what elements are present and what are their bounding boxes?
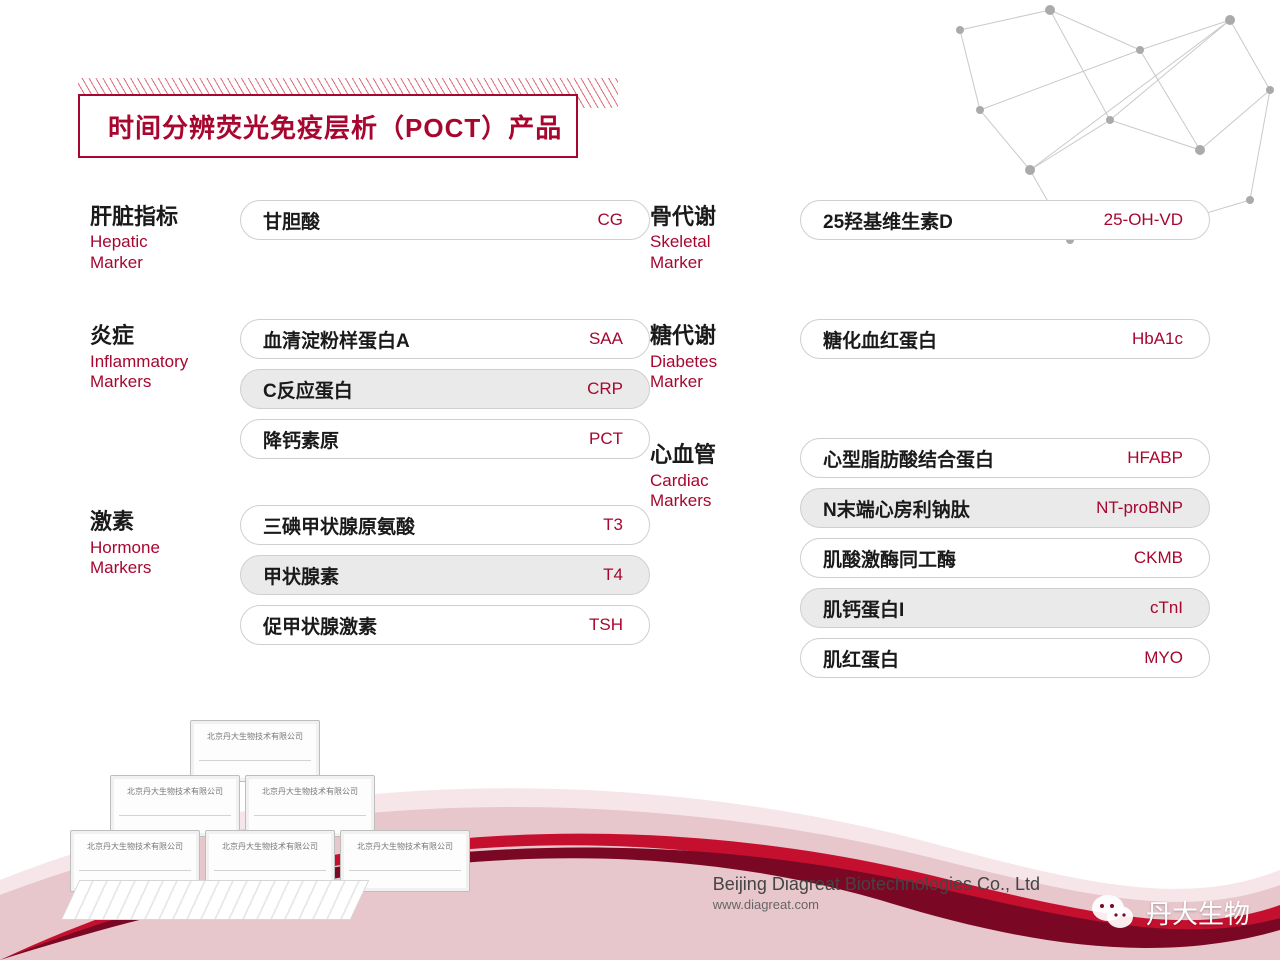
marker-code: PCT	[589, 429, 623, 449]
marker-code: 25-OH-VD	[1104, 210, 1183, 230]
marker-name: 糖化血红蛋白	[823, 326, 937, 353]
marker-group: 激素 HormoneMarkers 三碘甲状腺原氨酸 T3 甲状腺素 T4 促甲状腺激素 TS…	[90, 505, 650, 645]
marker-group: 骨代谢SkeletalMarker 25羟基维生素D 25-OH-VD	[650, 200, 1210, 273]
marker-code: TSH	[589, 615, 623, 635]
group-label-en: InflammatoryMarkers	[90, 352, 224, 393]
marker-name: 甲状腺素	[263, 562, 339, 589]
company-url: www.diagreat.com	[713, 897, 1040, 912]
marker-name: 血清淀粉样蛋白A	[263, 326, 410, 353]
marker-name: 肌钙蛋白I	[823, 595, 904, 622]
marker-pill: 三碘甲状腺原氨酸 T3	[240, 505, 650, 545]
marker-name: 心型脂肪酸结合蛋白	[823, 445, 994, 472]
marker-code: T4	[603, 565, 623, 585]
box-label: 北京丹大生物技术有限公司	[246, 786, 374, 797]
group-label: 肝脏指标HepaticMarker	[90, 200, 240, 273]
marker-group: 心血管CardiacMarkers心型脂肪酸结合蛋白HFABPN末端心房利钠肽N…	[650, 438, 1210, 678]
group-label: 炎症 InflammatoryMarkers	[90, 319, 240, 459]
pill-list: 甘胆酸 CG	[240, 200, 650, 273]
pill-list: 25羟基维生素D 25-OH-VD	[800, 200, 1210, 273]
wechat-label: 丹大生物	[1146, 894, 1250, 931]
marker-group: 炎症 InflammatoryMarkers 血清淀粉样蛋白A SAA C反应蛋白 CRP…	[90, 319, 650, 459]
pill-list: 血清淀粉样蛋白A SAA C反应蛋白 CRP 降钙素原 PCT	[240, 319, 650, 459]
marker-name: 甘胆酸	[263, 207, 320, 234]
group-label-en: HormoneMarkers	[90, 538, 224, 579]
marker-pill: N末端心房利钠肽 NT-proBNP	[800, 488, 1210, 528]
group-label-zh: 炎症	[90, 323, 224, 349]
group-label-zh: 心血管	[650, 442, 784, 468]
marker-pill: 血清淀粉样蛋白A SAA	[240, 319, 650, 359]
marker-name: C反应蛋白	[263, 376, 353, 403]
box-label: 北京丹大生物技术有限公司	[341, 841, 469, 852]
pill-list: 糖化血红蛋白 HbA1c	[800, 319, 1210, 392]
marker-code: CG	[598, 210, 624, 230]
marker-code: MYO	[1144, 648, 1183, 668]
group-label-zh: 糖代谢	[650, 323, 784, 349]
group-label-en: HepaticMarker	[90, 232, 224, 273]
marker-name: 25羟基维生素D	[823, 207, 953, 234]
marker-code: NT-proBNP	[1096, 498, 1183, 518]
group-label-zh: 骨代谢	[650, 204, 784, 230]
marker-name: 肌酸激酶同工酶	[823, 545, 956, 572]
group-label: 激素 HormoneMarkers	[90, 505, 240, 645]
wechat-icon	[1090, 892, 1136, 932]
marker-pill: 25羟基维生素D 25-OH-VD	[800, 200, 1210, 240]
group-label-zh: 肝脏指标	[90, 204, 224, 230]
wechat-badge: 丹大生物	[1090, 892, 1250, 932]
test-strips	[61, 880, 370, 920]
marker-name: 降钙素原	[263, 426, 339, 453]
pill-list: 心型脂肪酸结合蛋白 HFABP N末端心房利钠肽 NT-proBNP 肌酸激酶同工酶 CK…	[800, 438, 1210, 678]
marker-pill: C反应蛋白 CRP	[240, 369, 650, 409]
marker-pill: 心型脂肪酸结合蛋白 HFABP	[800, 438, 1210, 478]
left-column: 肝脏指标HepaticMarker 甘胆酸 CG 炎症 InflammatoryMark…	[90, 200, 650, 724]
group-label-zh: 激素	[90, 509, 224, 535]
marker-pill: 促甲状腺激素 TSH	[240, 605, 650, 645]
marker-pill: 肌酸激酶同工酶 CKMB	[800, 538, 1210, 578]
page-title: 时间分辨荧光免疫层析（POCT）产品	[78, 94, 578, 158]
footer: Beijing Diagreat Biotechnologies Co., Lt…	[713, 874, 1040, 912]
marker-pill: 降钙素原 PCT	[240, 419, 650, 459]
box-label: 北京丹大生物技术有限公司	[71, 841, 199, 852]
marker-name: 三碘甲状腺原氨酸	[263, 512, 415, 539]
marker-pill: 甘胆酸 CG	[240, 200, 650, 240]
marker-code: CRP	[587, 379, 623, 399]
marker-code: cTnI	[1150, 598, 1183, 618]
marker-pill: 肌红蛋白 MYO	[800, 638, 1210, 678]
marker-name: 促甲状腺激素	[263, 612, 377, 639]
group-label-en: SkeletalMarker	[650, 232, 784, 273]
marker-pill: 甲状腺素 T4	[240, 555, 650, 595]
group-label: 心血管 CardiacMarkers	[650, 438, 800, 678]
group-label: 糖代谢 DiabetesMarker	[650, 319, 800, 392]
marker-name: N末端心房利钠肽	[823, 495, 970, 522]
box-label: 北京丹大生物技术有限公司	[191, 731, 319, 742]
company-name: Beijing Diagreat Biotechnologies Co., Lt…	[713, 874, 1040, 895]
group-label: 骨代谢SkeletalMarker	[650, 200, 800, 273]
group-label-en: DiabetesMarker	[650, 352, 784, 393]
product-boxes-image: 北京丹大生物技术有限公司 北京丹大生物技术有限公司 北京丹大生物技术有限公司 北…	[70, 720, 460, 900]
page-title-text: 时间分辨荧光免疫层析（POCT）产品	[108, 108, 562, 145]
marker-code: HbA1c	[1132, 329, 1183, 349]
group-label-en: CardiacMarkers	[650, 471, 784, 512]
content-grid: 肝脏指标HepaticMarker 甘胆酸 CG 炎症 InflammatoryMark…	[90, 200, 1210, 724]
marker-code: CKMB	[1134, 548, 1183, 568]
marker-name: 肌红蛋白	[823, 645, 899, 672]
pill-list: 三碘甲状腺原氨酸 T3 甲状腺素 T4 促甲状腺激素 TSH	[240, 505, 650, 645]
box-label: 北京丹大生物技术有限公司	[111, 786, 239, 797]
marker-group: 糖代谢 DiabetesMarker 糖化血红蛋白 HbA1c	[650, 319, 1210, 392]
marker-pill: 肌钙蛋白I cTnI	[800, 588, 1210, 628]
marker-code: T3	[603, 515, 623, 535]
page-title-wrap: 时间分辨荧光免疫层析（POCT）产品	[78, 78, 618, 158]
right-column: 骨代谢SkeletalMarker 25羟基维生素D 25-OH-VD 糖代谢 Diab…	[650, 200, 1210, 724]
marker-code: HFABP	[1127, 448, 1183, 468]
marker-pill: 糖化血红蛋白 HbA1c	[800, 319, 1210, 359]
marker-group: 肝脏指标HepaticMarker 甘胆酸 CG	[90, 200, 650, 273]
marker-code: SAA	[589, 329, 623, 349]
box-label: 北京丹大生物技术有限公司	[206, 841, 334, 852]
